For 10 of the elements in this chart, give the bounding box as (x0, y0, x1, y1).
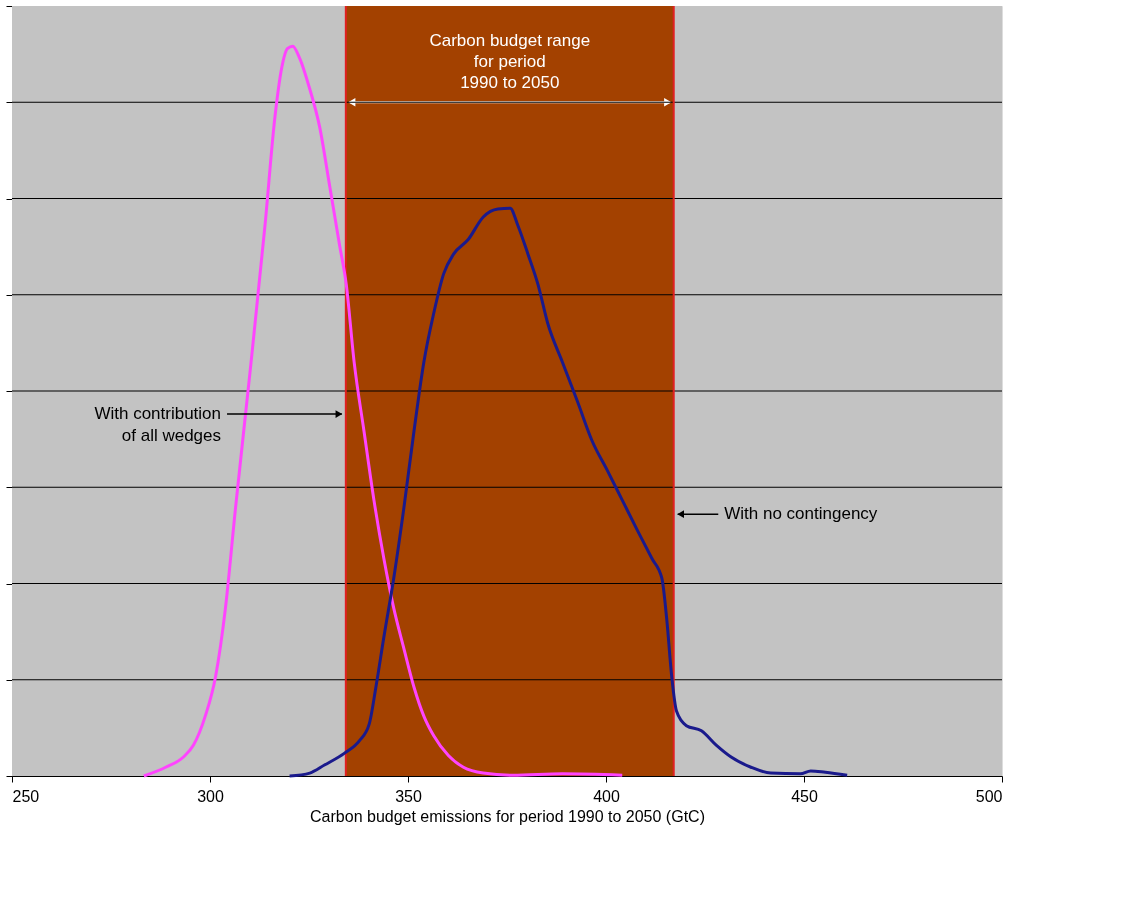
x-tick-label: 350 (395, 787, 422, 805)
x-axis-title: Carbon budget emissions for period 1990 to 2050 (GtC) (310, 807, 705, 825)
x-tick-label: 500 (975, 787, 1003, 805)
x-tick-label: 400 (593, 787, 620, 805)
x-tick-label: 250 (12, 787, 40, 805)
x-tick-label: 300 (197, 787, 224, 805)
x-tick-label: 450 (791, 787, 818, 805)
ref-line-label: With no contingency (724, 504, 878, 524)
ref-line-label: With contribution of all wedges (94, 404, 222, 446)
band-label: Carbon budget range for period 1990 to 2050 (429, 30, 591, 92)
